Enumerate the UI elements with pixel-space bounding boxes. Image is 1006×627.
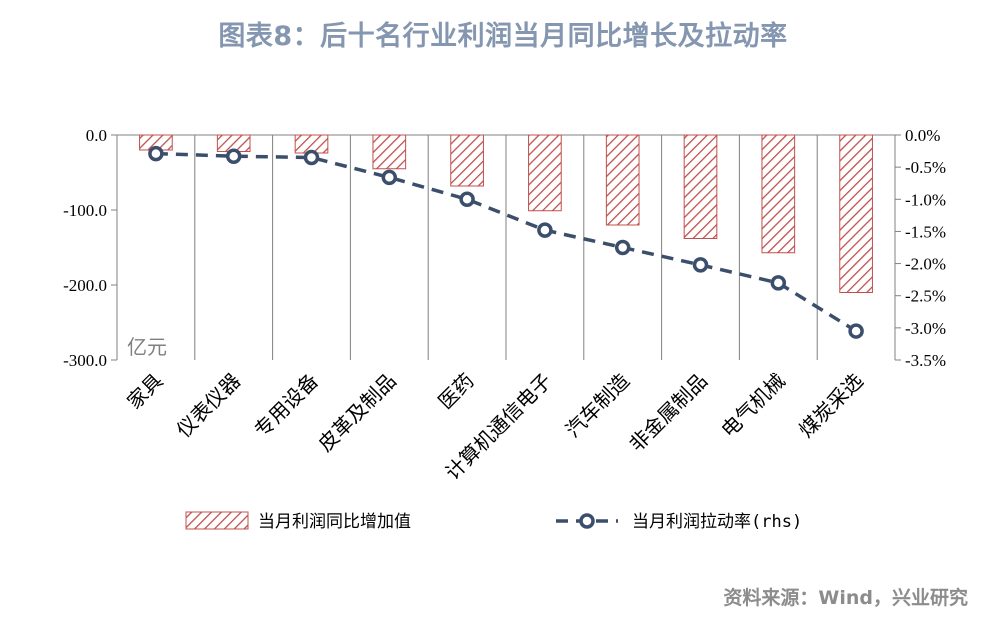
legend-bar-label: 当月利润同比增加值 xyxy=(258,512,411,532)
left-tick-label: -200.0 xyxy=(63,276,107,295)
left-tick-label: 0.0 xyxy=(86,126,107,145)
left-tick-label: -100.0 xyxy=(63,201,107,220)
right-tick-label: 0.0% xyxy=(905,126,940,145)
right-tick-label: -0.5% xyxy=(905,158,946,177)
unit-label: 亿元 xyxy=(127,335,167,359)
category-label: 煤炭采选 xyxy=(794,369,868,443)
legend-bar-swatch xyxy=(185,511,249,530)
right-tick-label: -2.5% xyxy=(905,287,946,306)
bar xyxy=(761,134,796,254)
right-tick-label: -2.0% xyxy=(905,255,946,274)
line-point xyxy=(381,169,398,186)
line-point xyxy=(148,145,164,162)
category-label: 非金属制品 xyxy=(624,369,712,457)
right-tick-label: -3.5% xyxy=(905,351,946,370)
right-tick-label: -1.0% xyxy=(905,190,946,209)
category-label: 汽车制造 xyxy=(561,369,635,443)
bar xyxy=(372,134,407,170)
bar xyxy=(528,134,562,212)
category-label: 电气机械 xyxy=(716,369,790,443)
category-label: 皮革及制品 xyxy=(313,369,401,457)
legend-line-label: 当月利润拉动率(rhs) xyxy=(632,512,802,532)
category-label: 医药 xyxy=(433,369,478,414)
axes xyxy=(111,134,901,361)
line-point xyxy=(225,148,242,164)
line-point xyxy=(770,275,787,291)
bar xyxy=(683,134,718,239)
line-point xyxy=(303,149,320,166)
category-label: 仪表仪器 xyxy=(172,369,246,443)
right-tick-label: -1.5% xyxy=(905,222,946,241)
line-point xyxy=(537,222,553,238)
line-point xyxy=(614,239,631,256)
source-note: 资料来源：Wind，兴业研究 xyxy=(723,587,968,609)
line-series xyxy=(148,145,864,339)
bar xyxy=(450,134,484,187)
category-label: 家具 xyxy=(122,369,167,414)
line-point xyxy=(692,257,709,273)
bar xyxy=(839,134,873,293)
chart-title: 图表8：后十名行业利润当月同比增长及拉动率 xyxy=(218,21,788,52)
line-point xyxy=(459,191,475,208)
left-tick-label: -300.0 xyxy=(63,351,107,370)
legend: 当月利润同比增加值 当月利润拉动率(rhs) xyxy=(185,511,802,532)
line-point xyxy=(848,323,864,339)
right-tick-label: -3.0% xyxy=(905,319,946,338)
bar xyxy=(605,134,640,226)
category-label: 专用设备 xyxy=(249,369,323,443)
legend-line-marker xyxy=(579,513,595,529)
bar-series xyxy=(139,134,873,293)
